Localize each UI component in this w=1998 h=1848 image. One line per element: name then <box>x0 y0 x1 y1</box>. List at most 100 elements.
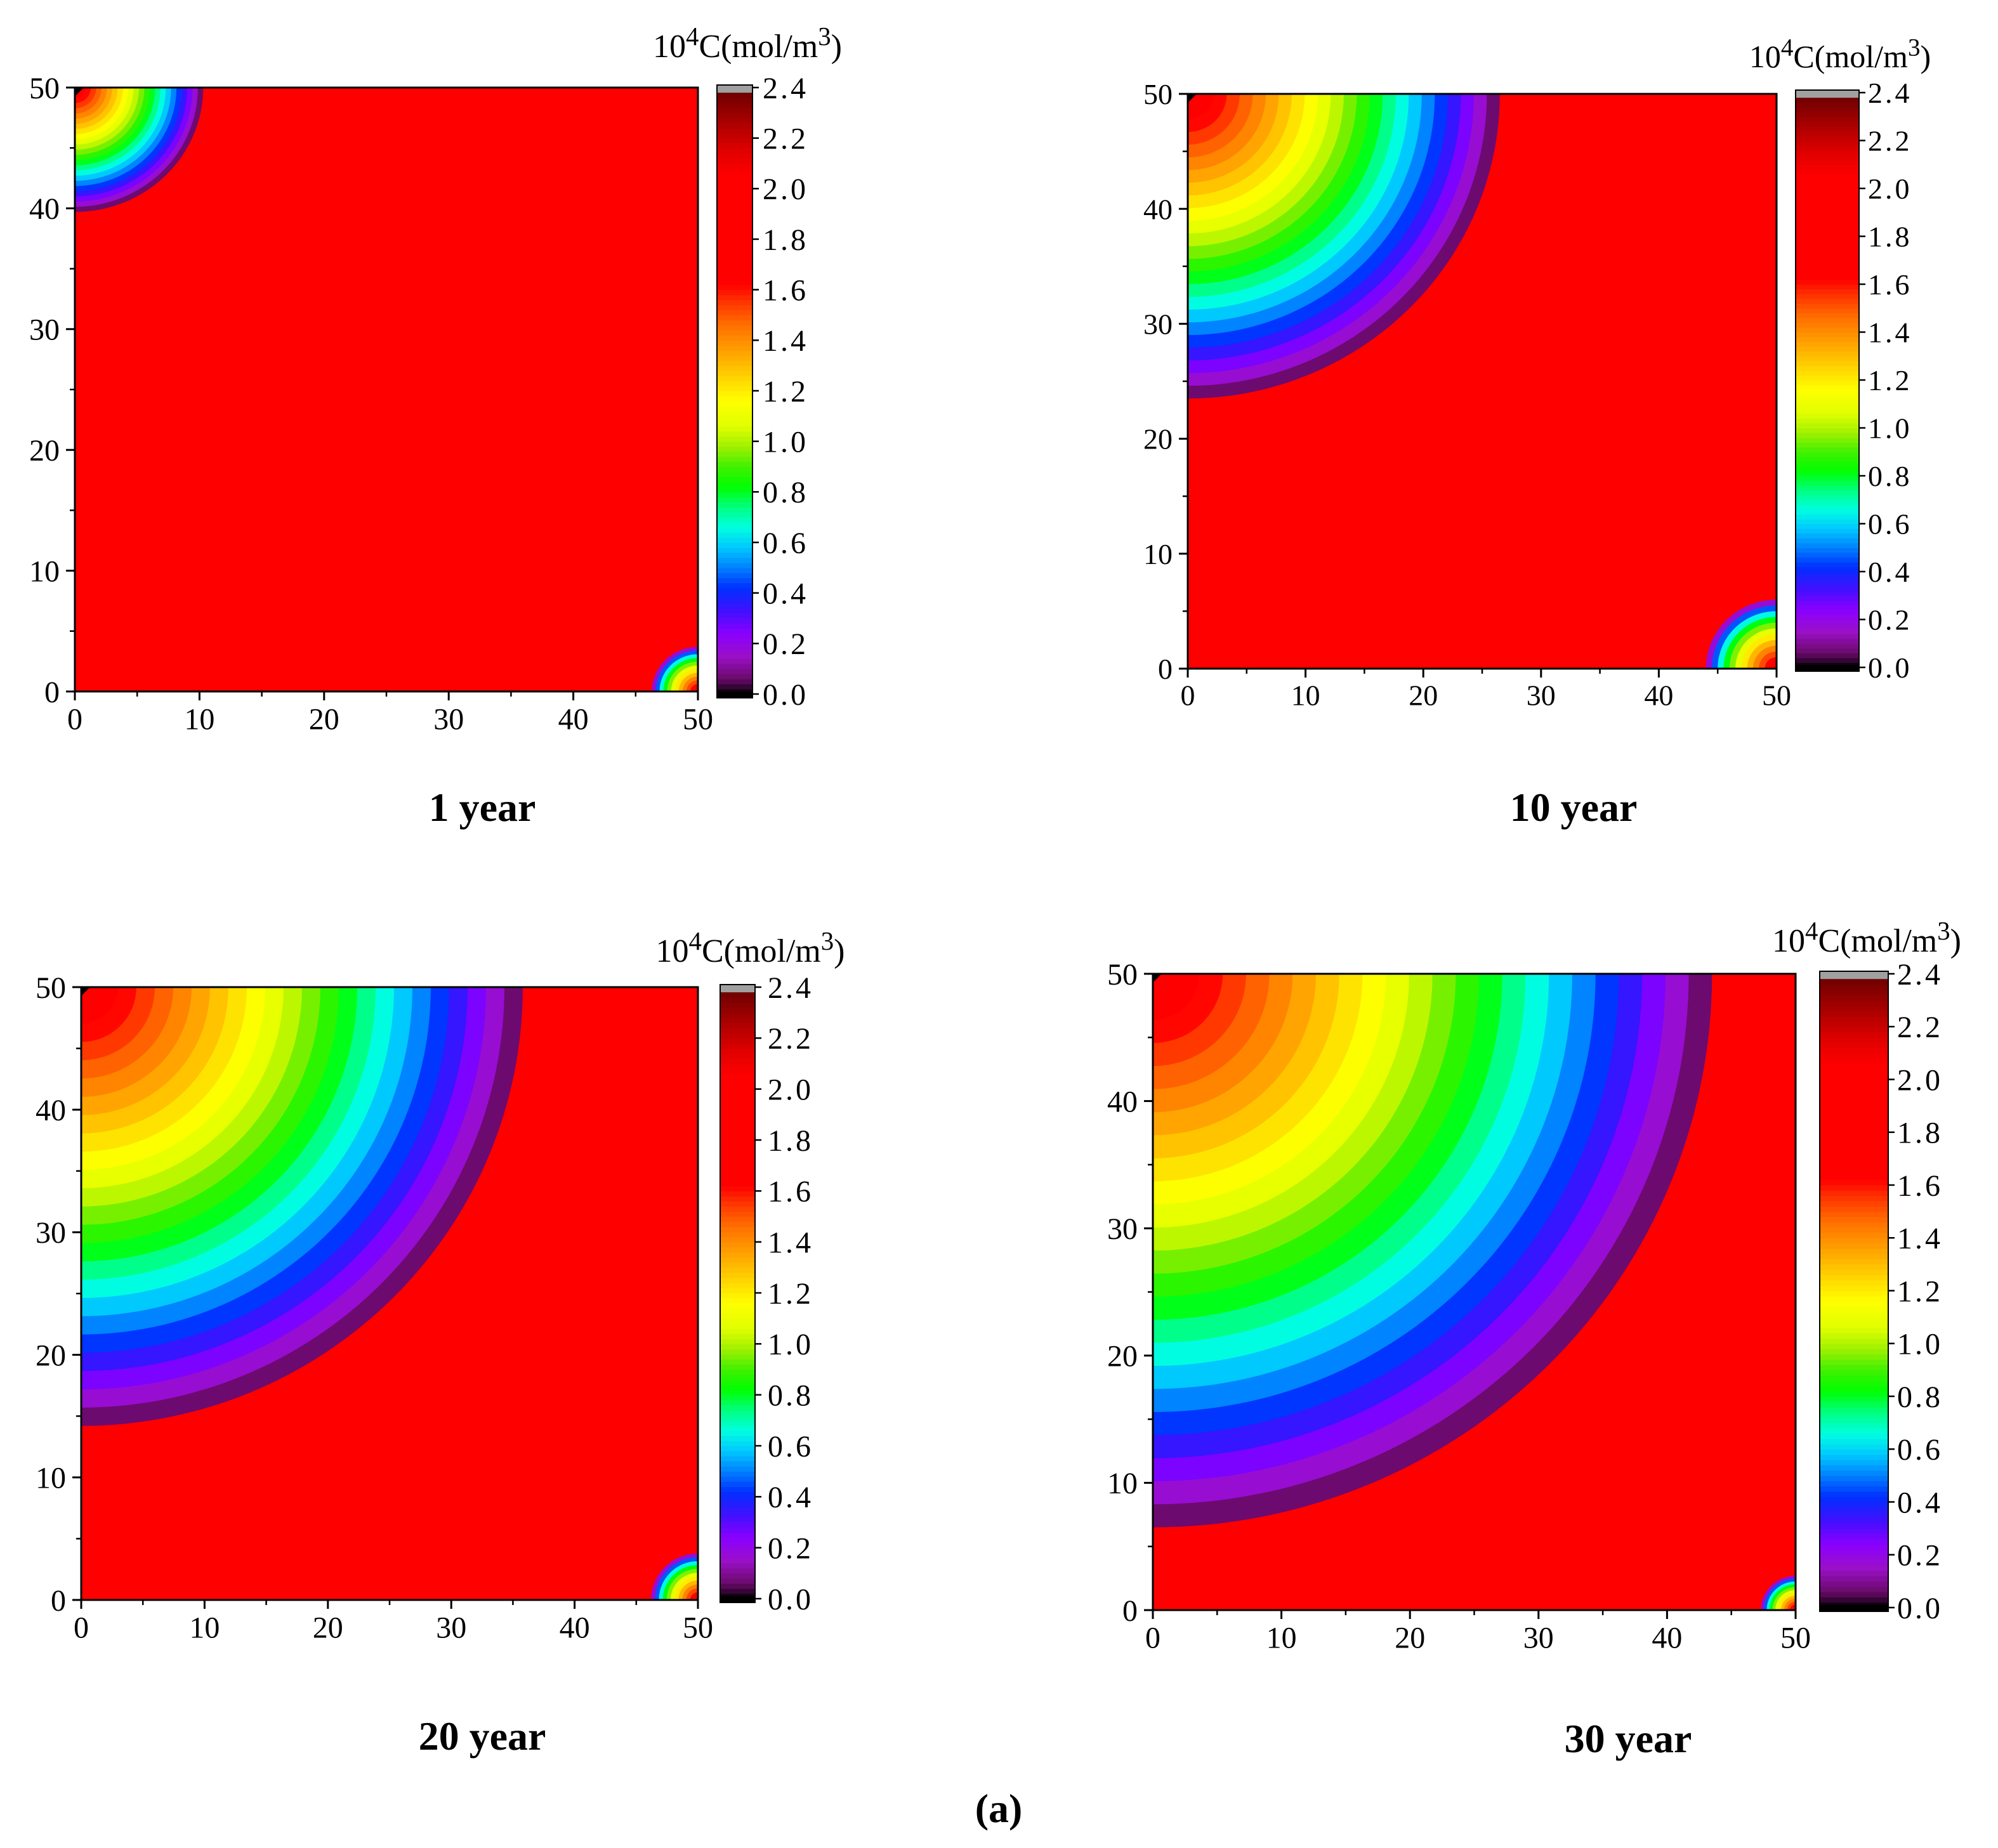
colorbar-segment <box>1796 399 1859 405</box>
colorbar-tick-label: 1.0 <box>1897 1328 1943 1361</box>
colorbar-segment <box>1796 270 1859 275</box>
colorbar-segment <box>720 1084 755 1090</box>
colorbar-segment <box>720 1094 755 1100</box>
colorbar-segment <box>717 330 753 336</box>
colorbar-segment <box>1820 1433 1888 1439</box>
colorbar-segment <box>717 653 753 659</box>
colorbar-segment <box>720 1303 755 1309</box>
colorbar-segment <box>1820 1370 1888 1376</box>
colorbar-segment <box>1820 1137 1888 1143</box>
colorbar-tick-label: 2.4 <box>768 971 813 1005</box>
colorbar-segment <box>720 1563 755 1569</box>
colorbar-segment <box>1796 561 1859 568</box>
colorbar-top-cap <box>717 85 753 93</box>
colorbar-segment <box>720 1349 755 1354</box>
contour-band <box>81 987 100 1006</box>
colorbar-segment <box>1796 375 1859 381</box>
colorbar-segment <box>717 254 753 260</box>
x-tick-label: 10 <box>184 703 214 737</box>
colorbar-segment <box>717 557 753 563</box>
colorbar-segment <box>1796 437 1859 443</box>
colorbar-segment <box>1796 605 1859 610</box>
x-tick-label: 30 <box>433 703 464 737</box>
colorbar-segment <box>720 1201 755 1207</box>
colorbar-segment <box>1820 1322 1888 1328</box>
colorbar-segment <box>720 1165 755 1171</box>
figure-label: (a) <box>975 1786 1023 1831</box>
colorbar-segment <box>717 193 753 199</box>
colorbar-segment <box>1796 614 1859 620</box>
colorbar-tick-label: 2.4 <box>1897 958 1943 992</box>
colorbar-segment <box>717 395 753 402</box>
colorbar-segment <box>717 471 753 478</box>
colorbar-segment <box>717 376 753 381</box>
colorbar-segment <box>717 209 753 214</box>
colorbar-segment <box>1820 1528 1888 1535</box>
colorbar-segment <box>1796 648 1859 653</box>
colorbar-segment <box>717 643 753 649</box>
colorbar-segment <box>1820 1153 1888 1159</box>
colorbar-segment <box>1820 1412 1888 1418</box>
colorbar-segment <box>720 1568 755 1574</box>
colorbar-segment <box>717 512 753 518</box>
colorbar-segment <box>1796 298 1859 304</box>
colorbar-tick-label: 1.4 <box>768 1226 813 1259</box>
colorbar-segment <box>1820 1317 1888 1323</box>
colorbar-segment <box>1796 155 1859 161</box>
colorbar-segment <box>1796 476 1859 482</box>
colorbar-segment <box>720 1537 755 1543</box>
colorbar-segment <box>1796 485 1859 491</box>
colorbar-segment <box>1796 150 1859 155</box>
colorbar-segment <box>717 522 753 528</box>
colorbar-tick-label: 1.0 <box>1868 412 1912 445</box>
colorbar-segment <box>1820 1127 1888 1133</box>
colorbar-segment <box>717 163 753 169</box>
colorbar-segment <box>1796 629 1859 634</box>
colorbar-segment <box>1820 1016 1888 1022</box>
colorbar-segment <box>720 1252 755 1258</box>
x-tick-label: 20 <box>1395 1622 1425 1655</box>
colorbar-segment <box>1796 346 1859 352</box>
colorbar-segment <box>720 1114 755 1120</box>
colorbar-segment <box>717 234 753 240</box>
colorbar-segment <box>1796 313 1859 318</box>
colorbar-segment <box>1820 1454 1888 1460</box>
y-tick-label: 10 <box>29 554 60 588</box>
colorbar-segment <box>717 122 753 129</box>
colorbar-segment <box>720 1293 755 1299</box>
colorbar-segment <box>717 638 753 644</box>
colorbar-segment <box>1796 471 1859 476</box>
colorbar-tick-label: 1.4 <box>763 324 808 358</box>
colorbar-segment <box>1820 1011 1888 1017</box>
colorbar-segment <box>717 219 753 225</box>
colorbar-segment <box>1796 409 1859 414</box>
colorbar-segment <box>717 669 753 674</box>
colorbar-segment <box>720 1405 755 1411</box>
colorbar-segment <box>1820 1090 1888 1096</box>
colorbar-segment <box>1820 1592 1888 1597</box>
colorbar-top-cap <box>1796 90 1859 98</box>
y-tick-label: 40 <box>1143 193 1173 225</box>
colorbar-segment <box>1820 1074 1888 1080</box>
colorbar-segment <box>1796 178 1859 185</box>
colorbar-tick-label: 1.2 <box>768 1277 813 1311</box>
colorbar-tick-label: 0.4 <box>1897 1486 1943 1519</box>
colorbar-segment <box>1796 581 1859 587</box>
colorbar-segment <box>1796 528 1859 534</box>
panel-3: 0 10 20 30 40 50 0 10 20 30 40 50 0.0 0.2 0.4 0.6 0.8 1.0… <box>1107 917 1961 1761</box>
colorbar-tick-label: 2.0 <box>1868 173 1912 205</box>
colorbar-segment <box>717 133 753 139</box>
colorbar-segment <box>1796 365 1859 371</box>
colorbar-segment <box>1796 380 1859 386</box>
colorbar-segment <box>1796 294 1859 299</box>
colorbar-segment <box>1796 567 1859 572</box>
y-tick-label: 40 <box>29 192 60 226</box>
colorbar-segment <box>1820 1132 1888 1138</box>
y-tick-label: 0 <box>1122 1594 1138 1628</box>
colorbar-segment <box>1796 327 1859 333</box>
colorbar-segment <box>1820 1005 1888 1011</box>
colorbar-segment <box>720 1573 755 1579</box>
colorbar-tick-label: 1.4 <box>1868 317 1912 349</box>
colorbar-title: 104C(mol/m3) <box>656 927 845 969</box>
colorbar-segment <box>1820 1032 1888 1038</box>
